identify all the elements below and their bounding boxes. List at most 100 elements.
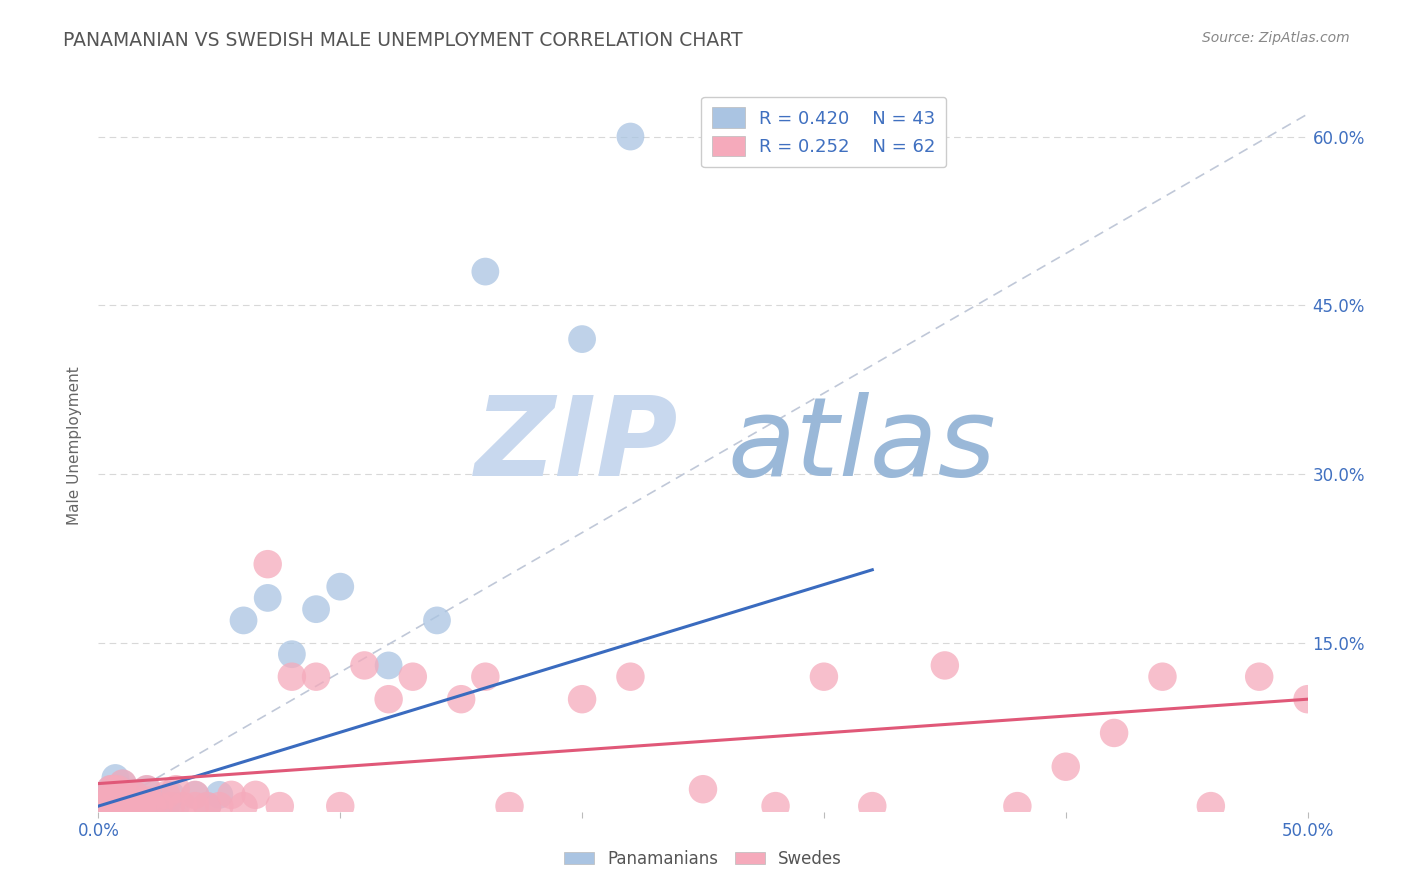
Point bbox=[256, 591, 278, 605]
Point bbox=[377, 692, 399, 706]
Point bbox=[131, 799, 153, 814]
Point bbox=[571, 332, 593, 346]
Point bbox=[108, 788, 131, 802]
Point bbox=[111, 776, 134, 790]
Point bbox=[135, 782, 157, 797]
Point bbox=[269, 799, 291, 814]
Point bbox=[619, 670, 641, 684]
Point bbox=[104, 782, 127, 797]
Point bbox=[1007, 799, 1029, 814]
Point bbox=[94, 793, 117, 807]
Point bbox=[111, 788, 134, 802]
Point bbox=[329, 799, 352, 814]
Point bbox=[426, 614, 449, 628]
Legend: R = 0.420    N = 43, R = 0.252    N = 62: R = 0.420 N = 43, R = 0.252 N = 62 bbox=[702, 96, 946, 167]
Point bbox=[131, 799, 153, 814]
Point bbox=[160, 788, 183, 802]
Point bbox=[108, 782, 131, 797]
Point bbox=[619, 129, 641, 144]
Point bbox=[104, 771, 127, 785]
Point bbox=[474, 264, 496, 278]
Point bbox=[498, 799, 520, 814]
Point bbox=[97, 799, 120, 814]
Point bbox=[117, 788, 139, 802]
Point bbox=[195, 799, 218, 814]
Point bbox=[111, 799, 134, 814]
Point bbox=[195, 799, 218, 814]
Point bbox=[107, 799, 129, 814]
Point bbox=[474, 670, 496, 684]
Point bbox=[104, 799, 127, 814]
Point bbox=[100, 793, 122, 807]
Point bbox=[571, 692, 593, 706]
Point bbox=[107, 799, 129, 814]
Point bbox=[111, 799, 134, 814]
Point bbox=[329, 580, 352, 594]
Point bbox=[135, 782, 157, 797]
Point bbox=[148, 799, 170, 814]
Point bbox=[281, 670, 304, 684]
Point bbox=[1199, 799, 1222, 814]
Point bbox=[450, 692, 472, 706]
Point bbox=[208, 788, 231, 802]
Point bbox=[104, 799, 127, 814]
Point bbox=[860, 799, 883, 814]
Legend: Panamanians, Swedes: Panamanians, Swedes bbox=[557, 844, 849, 875]
Point bbox=[1054, 760, 1077, 774]
Point bbox=[172, 799, 194, 814]
Point bbox=[108, 799, 131, 814]
Point bbox=[160, 799, 183, 814]
Point bbox=[148, 793, 170, 807]
Point bbox=[141, 799, 163, 814]
Point bbox=[124, 799, 146, 814]
Point bbox=[256, 557, 278, 571]
Point bbox=[765, 799, 787, 814]
Point bbox=[94, 799, 117, 814]
Point bbox=[245, 788, 267, 802]
Point bbox=[100, 782, 122, 797]
Point bbox=[101, 782, 124, 797]
Point bbox=[1152, 670, 1174, 684]
Point bbox=[135, 793, 157, 807]
Point bbox=[165, 782, 187, 797]
Point bbox=[184, 788, 207, 802]
Point bbox=[117, 788, 139, 802]
Point bbox=[101, 799, 124, 814]
Point bbox=[184, 799, 207, 814]
Point bbox=[124, 799, 146, 814]
Point bbox=[127, 799, 149, 814]
Point bbox=[118, 799, 141, 814]
Point bbox=[107, 782, 129, 797]
Point bbox=[117, 799, 139, 814]
Point bbox=[141, 799, 163, 814]
Point bbox=[353, 658, 375, 673]
Point bbox=[124, 788, 146, 802]
Point bbox=[1249, 670, 1271, 684]
Point bbox=[155, 799, 177, 814]
Point bbox=[101, 799, 124, 814]
Text: Source: ZipAtlas.com: Source: ZipAtlas.com bbox=[1202, 31, 1350, 45]
Text: PANAMANIAN VS SWEDISH MALE UNEMPLOYMENT CORRELATION CHART: PANAMANIAN VS SWEDISH MALE UNEMPLOYMENT … bbox=[63, 31, 742, 50]
Point bbox=[108, 799, 131, 814]
Point bbox=[184, 788, 207, 802]
Point bbox=[100, 782, 122, 797]
Point bbox=[221, 788, 243, 802]
Point bbox=[813, 670, 835, 684]
Point bbox=[135, 799, 157, 814]
Point bbox=[97, 788, 120, 802]
Point bbox=[118, 799, 141, 814]
Point bbox=[1102, 726, 1125, 740]
Point bbox=[111, 776, 134, 790]
Text: ZIP: ZIP bbox=[475, 392, 679, 500]
Point bbox=[692, 782, 714, 797]
Point bbox=[934, 658, 956, 673]
Point bbox=[117, 799, 139, 814]
Point bbox=[305, 670, 328, 684]
Point bbox=[94, 793, 117, 807]
Point bbox=[305, 602, 328, 616]
Point bbox=[155, 788, 177, 802]
Point bbox=[281, 647, 304, 661]
Point bbox=[232, 799, 254, 814]
Point bbox=[104, 788, 127, 802]
Point bbox=[232, 614, 254, 628]
